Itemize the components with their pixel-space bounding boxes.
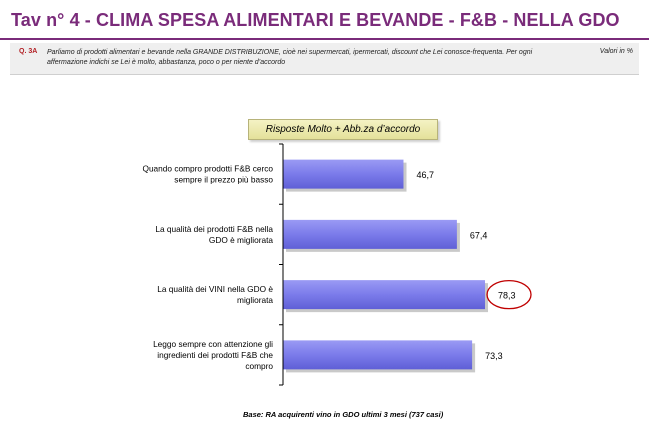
bar: [283, 159, 404, 189]
values-unit-note: Valori in %: [599, 48, 633, 55]
highlight-circle: [486, 279, 532, 310]
base-footnote: Base: RA acquirenti vino in GDO ultimi 3…: [243, 410, 444, 419]
bar-value-label: 78,3: [498, 291, 516, 301]
bar-value-label: 73,3: [485, 351, 503, 361]
bar: [283, 340, 473, 370]
category-label: Quando compro prodotti F&B cerco sempre i…: [142, 164, 273, 185]
question-text: Parliamo di prodotti alimentari e bevand…: [47, 49, 533, 66]
page-title: Tav n° 4 - CLIMA SPESA ALIMENTARI E BEVA…: [11, 10, 620, 30]
bar: [283, 280, 486, 310]
bar-value-label: 46,7: [416, 170, 434, 180]
chart-header-label: Risposte Molto + Abb.za d’accordo: [248, 119, 438, 140]
category-label: Leggo sempre con attenzione gli ingredien…: [153, 339, 273, 371]
category-label: La qualità dei prodotti F&B nella GDO è m…: [155, 224, 273, 245]
question-code: Q. 3A: [19, 48, 38, 55]
question-box: Q. 3A Parliamo di prodotti alimentari e …: [10, 43, 639, 75]
bar: [283, 219, 457, 249]
bar-value-label: 67,4: [470, 230, 488, 240]
category-label: La qualità dei VINI nella GDO è migliorat…: [157, 284, 273, 305]
title-divider: [0, 38, 649, 40]
